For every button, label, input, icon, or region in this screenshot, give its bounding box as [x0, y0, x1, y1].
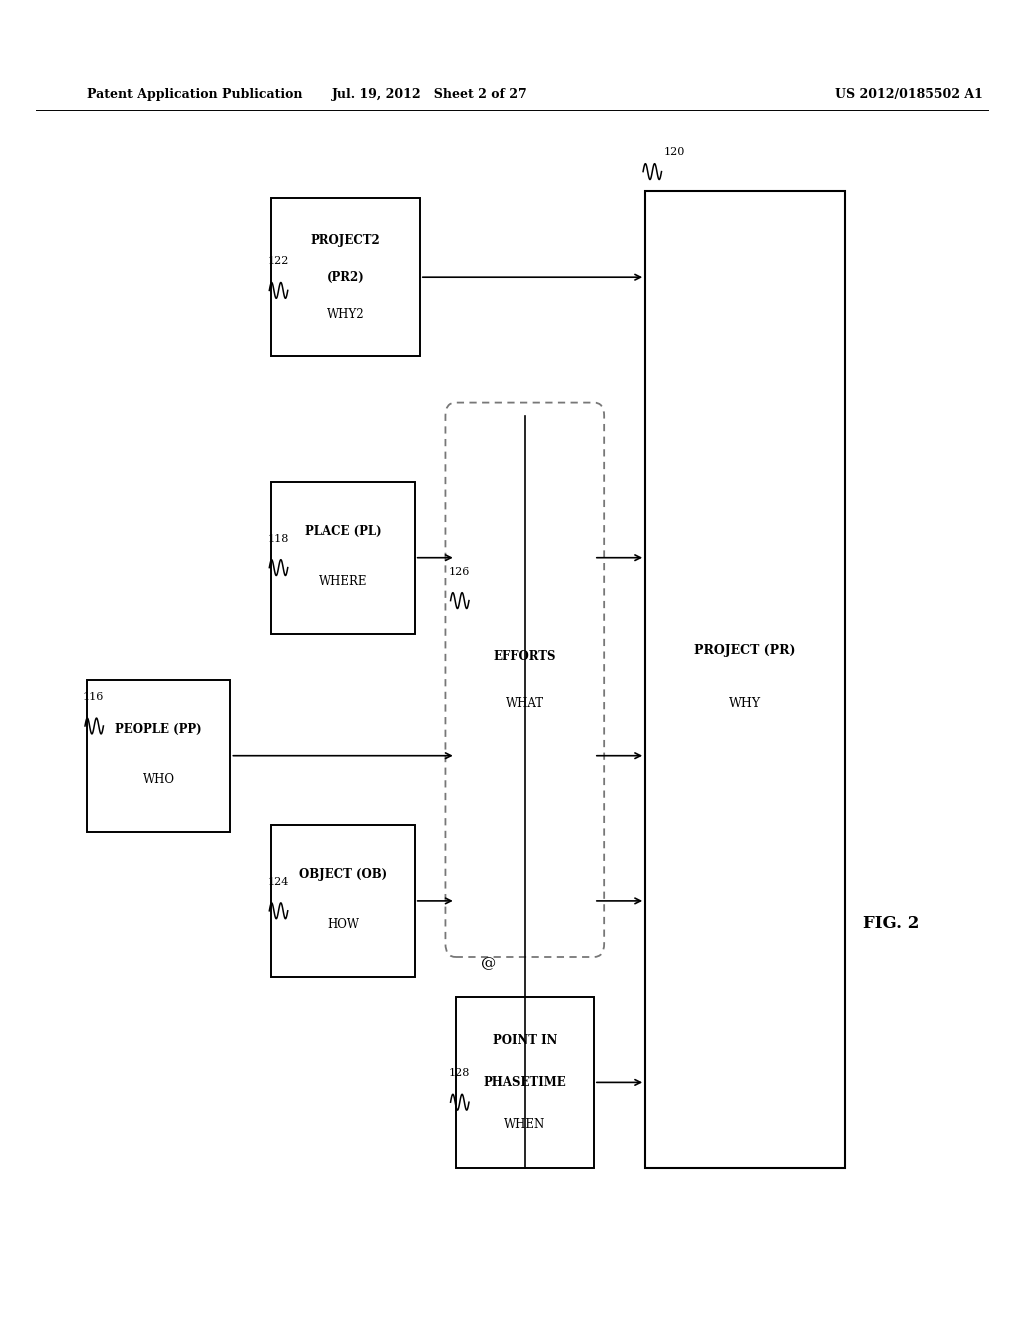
Text: 126: 126	[449, 566, 470, 577]
Text: Jul. 19, 2012   Sheet 2 of 27: Jul. 19, 2012 Sheet 2 of 27	[332, 88, 528, 100]
Text: HOW: HOW	[327, 919, 359, 931]
Text: EFFORTS: EFFORTS	[494, 649, 556, 663]
Bar	[271, 825, 415, 977]
Text: POINT IN: POINT IN	[493, 1034, 557, 1047]
Text: PROJECT (PR): PROJECT (PR)	[694, 644, 796, 657]
Text: (PR2): (PR2)	[327, 271, 365, 284]
Bar	[456, 997, 594, 1168]
Text: PEOPLE (PP): PEOPLE (PP)	[116, 723, 202, 735]
Text: PROJECT2: PROJECT2	[310, 234, 381, 247]
Text: @: @	[481, 957, 496, 970]
FancyBboxPatch shape	[445, 403, 604, 957]
Text: WHO: WHO	[142, 774, 175, 785]
Text: WHEN: WHEN	[504, 1118, 546, 1131]
Bar	[271, 198, 420, 356]
Text: 124: 124	[267, 876, 289, 887]
Text: WHY: WHY	[729, 697, 761, 710]
Text: 122: 122	[267, 256, 289, 267]
Text: 120: 120	[664, 147, 685, 157]
Text: PHASETIME: PHASETIME	[483, 1076, 566, 1089]
Text: WHY2: WHY2	[327, 308, 365, 321]
Text: OBJECT (OB): OBJECT (OB)	[299, 869, 387, 880]
Text: FIG. 2: FIG. 2	[862, 916, 920, 932]
Bar	[87, 680, 230, 832]
Text: Patent Application Publication: Patent Application Publication	[87, 88, 302, 100]
Text: 128: 128	[449, 1068, 470, 1078]
Text: WHAT: WHAT	[506, 697, 544, 710]
Text: 116: 116	[83, 692, 104, 702]
Bar	[645, 191, 845, 1168]
Text: US 2012/0185502 A1: US 2012/0185502 A1	[836, 88, 983, 100]
Text: 118: 118	[267, 533, 289, 544]
Text: PLACE (PL): PLACE (PL)	[305, 525, 381, 537]
Bar	[271, 482, 415, 634]
Text: WHERE: WHERE	[318, 576, 368, 587]
